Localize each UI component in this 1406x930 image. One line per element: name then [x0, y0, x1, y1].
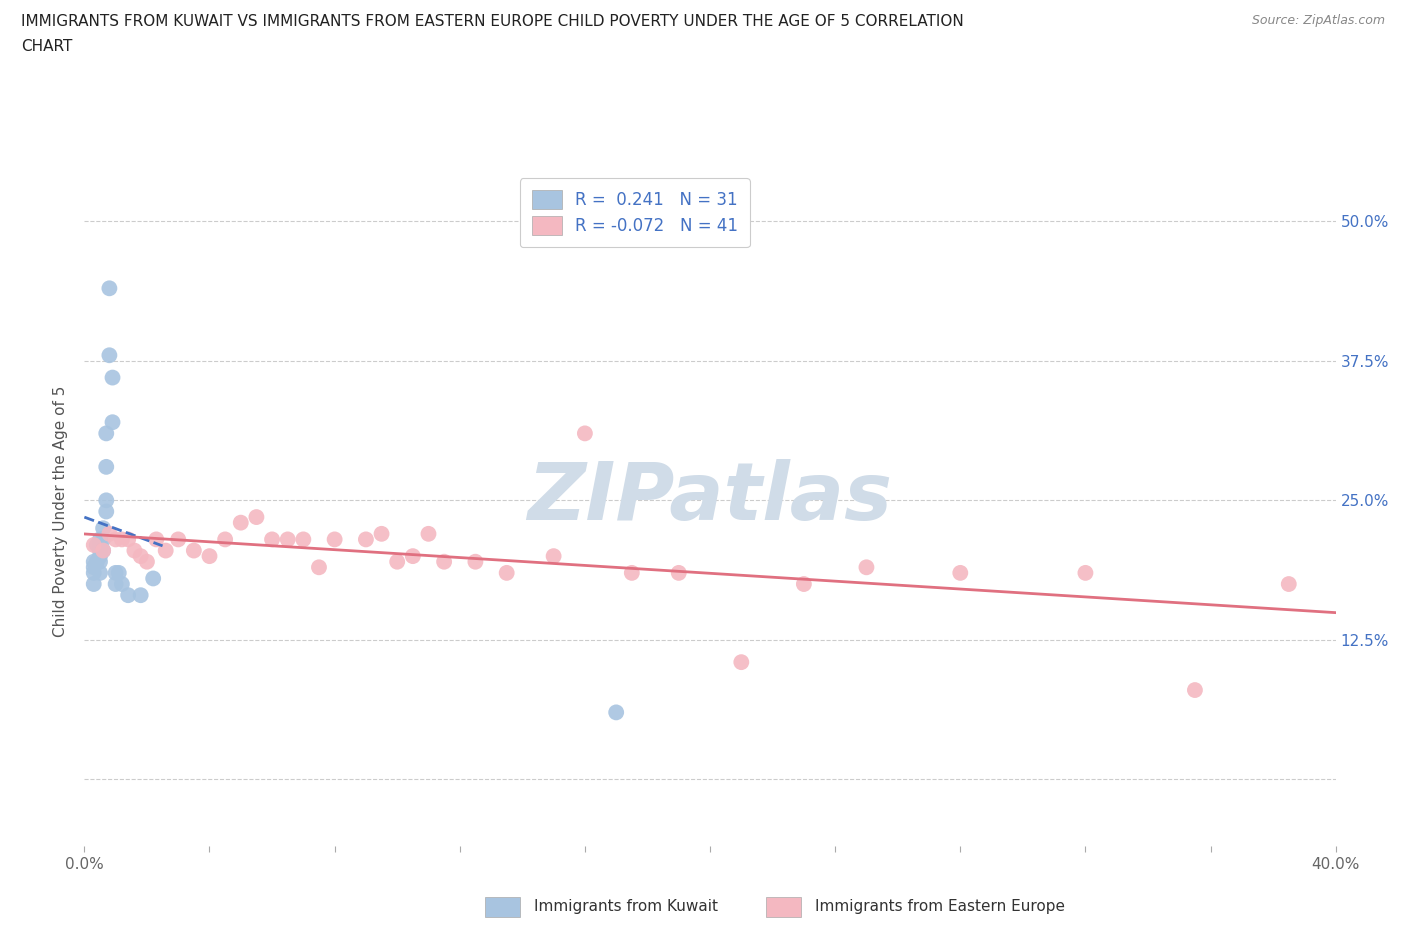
- Text: IMMIGRANTS FROM KUWAIT VS IMMIGRANTS FROM EASTERN EUROPE CHILD POVERTY UNDER THE: IMMIGRANTS FROM KUWAIT VS IMMIGRANTS FRO…: [21, 14, 965, 29]
- Point: [229, 515, 252, 530]
- Point: [167, 532, 190, 547]
- Point: [91, 521, 114, 536]
- Point: [96, 493, 118, 508]
- Point: [124, 543, 146, 558]
- Text: Source: ZipAtlas.com: Source: ZipAtlas.com: [1251, 14, 1385, 27]
- Point: [98, 281, 121, 296]
- Point: [730, 655, 752, 670]
- Point: [198, 549, 221, 564]
- Point: [96, 504, 118, 519]
- Point: [98, 348, 121, 363]
- Point: [104, 532, 127, 547]
- Point: [98, 526, 121, 541]
- Point: [91, 532, 114, 547]
- Point: [323, 532, 346, 547]
- Point: [155, 543, 177, 558]
- Point: [1278, 577, 1301, 591]
- Point: [370, 526, 392, 541]
- Point: [86, 538, 108, 552]
- Text: CHART: CHART: [21, 39, 73, 54]
- Point: [142, 571, 165, 586]
- Point: [214, 532, 236, 547]
- Point: [83, 560, 105, 575]
- Point: [89, 543, 111, 558]
- Point: [543, 549, 565, 564]
- Point: [1184, 683, 1206, 698]
- Point: [83, 554, 105, 569]
- Point: [101, 370, 124, 385]
- Point: [96, 459, 118, 474]
- Point: [96, 426, 118, 441]
- Point: [91, 543, 114, 558]
- Point: [183, 543, 205, 558]
- Point: [262, 532, 284, 547]
- Point: [91, 543, 114, 558]
- Point: [89, 549, 111, 564]
- Point: [111, 532, 134, 547]
- Point: [433, 554, 456, 569]
- Point: [793, 577, 815, 591]
- Point: [668, 565, 690, 580]
- Point: [402, 549, 425, 564]
- Point: [101, 415, 124, 430]
- Point: [89, 538, 111, 552]
- Point: [385, 554, 409, 569]
- Point: [354, 532, 377, 547]
- Point: [129, 588, 152, 603]
- Point: [83, 538, 105, 552]
- Point: [86, 554, 108, 569]
- Point: [277, 532, 299, 547]
- Point: [292, 532, 315, 547]
- Point: [308, 560, 330, 575]
- Y-axis label: Child Poverty Under the Age of 5: Child Poverty Under the Age of 5: [53, 386, 69, 637]
- Point: [245, 510, 267, 525]
- Text: Immigrants from Kuwait: Immigrants from Kuwait: [534, 899, 718, 914]
- Point: [495, 565, 517, 580]
- Point: [104, 577, 127, 591]
- Text: ZIPatlas: ZIPatlas: [527, 459, 893, 538]
- Point: [855, 560, 877, 575]
- Point: [104, 565, 127, 580]
- Point: [83, 565, 105, 580]
- Point: [129, 549, 152, 564]
- Point: [418, 526, 440, 541]
- Point: [117, 588, 139, 603]
- Point: [949, 565, 972, 580]
- Legend: R =  0.241   N = 31, R = -0.072   N = 41: R = 0.241 N = 31, R = -0.072 N = 41: [520, 179, 749, 246]
- Point: [620, 565, 643, 580]
- Point: [464, 554, 486, 569]
- Point: [107, 565, 129, 580]
- Point: [117, 532, 139, 547]
- Point: [136, 554, 159, 569]
- Point: [605, 705, 627, 720]
- Point: [89, 554, 111, 569]
- Point: [89, 565, 111, 580]
- Point: [83, 577, 105, 591]
- Text: Immigrants from Eastern Europe: Immigrants from Eastern Europe: [815, 899, 1066, 914]
- Point: [111, 577, 134, 591]
- Point: [145, 532, 167, 547]
- Point: [574, 426, 596, 441]
- Point: [89, 532, 111, 547]
- Point: [1074, 565, 1097, 580]
